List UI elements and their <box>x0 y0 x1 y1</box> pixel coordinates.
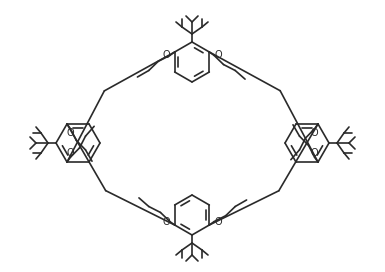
Text: O: O <box>311 148 318 158</box>
Text: O: O <box>162 217 170 227</box>
Text: O: O <box>67 128 74 138</box>
Text: O: O <box>311 128 318 138</box>
Text: O: O <box>214 217 222 227</box>
Text: O: O <box>162 50 170 60</box>
Text: O: O <box>214 50 222 60</box>
Text: O: O <box>67 148 74 158</box>
